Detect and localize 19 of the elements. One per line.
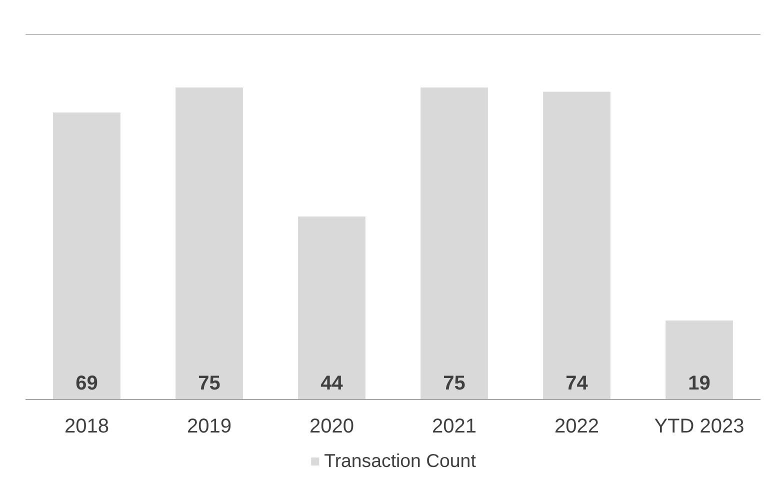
bar xyxy=(666,320,733,400)
data-label: 19 xyxy=(688,372,710,394)
data-label: 74 xyxy=(566,372,589,394)
legend-label: Transaction Count xyxy=(324,450,476,472)
x-tick-label: 2020 xyxy=(310,416,354,438)
bar xyxy=(298,216,366,400)
data-label: 44 xyxy=(320,372,344,394)
bar xyxy=(176,88,243,400)
bar xyxy=(53,112,120,400)
x-tick-label: 2022 xyxy=(554,416,600,438)
x-tick-label: 2018 xyxy=(64,416,110,438)
x-tick-label: 2021 xyxy=(432,416,477,438)
x-tick-label: YTD 2023 xyxy=(654,416,744,438)
data-label: 69 xyxy=(76,372,98,394)
bar xyxy=(420,88,488,400)
bar xyxy=(543,92,610,400)
x-tick-label: 2019 xyxy=(187,416,232,438)
data-label: 75 xyxy=(443,372,466,394)
data-label: 75 xyxy=(198,372,220,394)
